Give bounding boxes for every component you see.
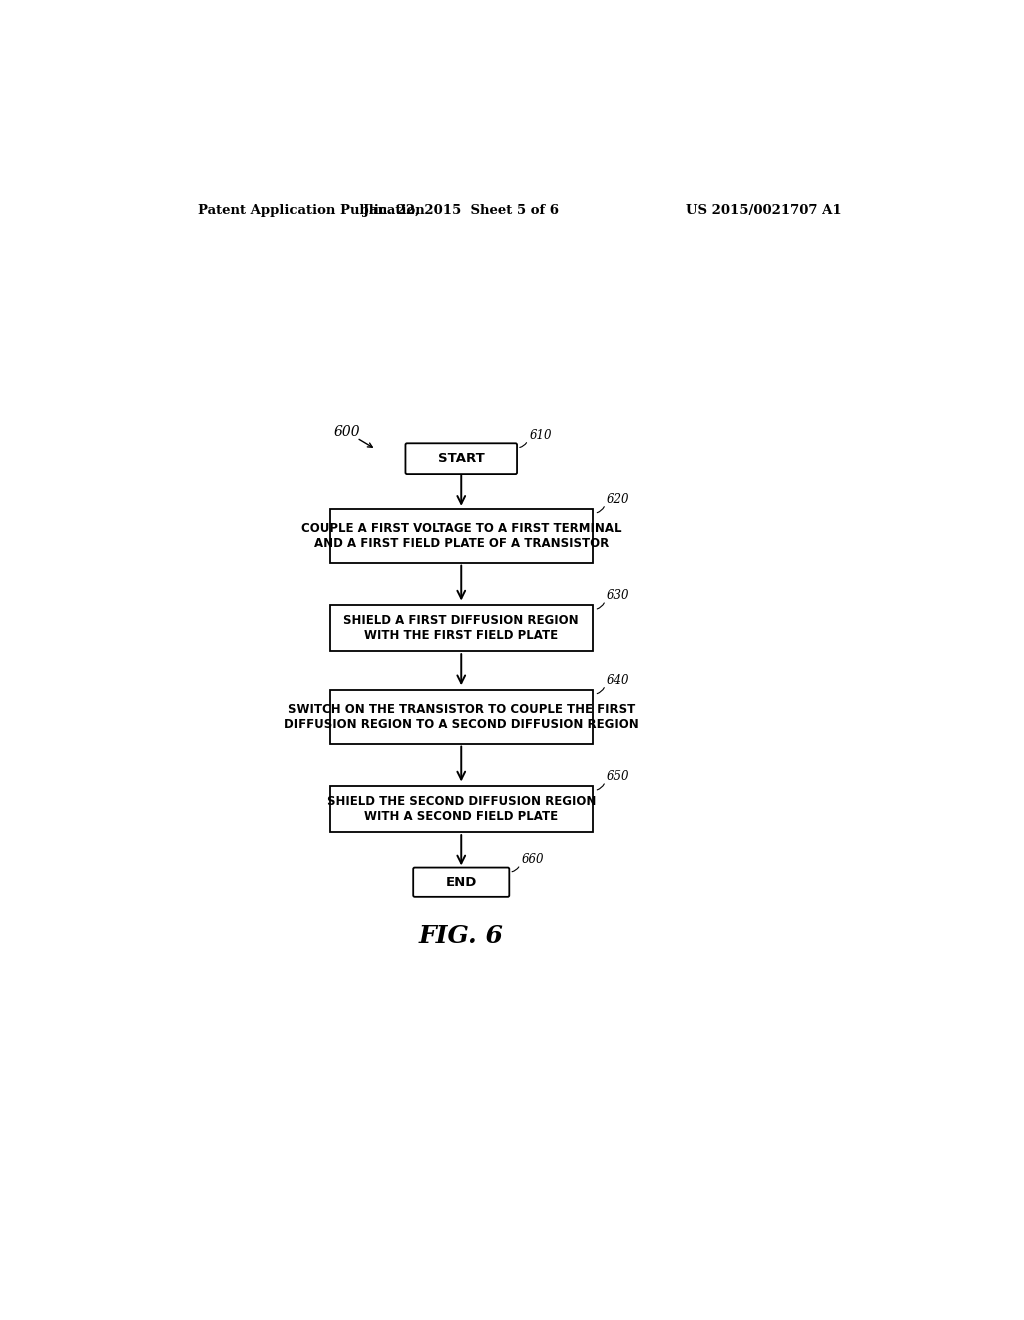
FancyBboxPatch shape [330, 785, 593, 832]
Text: FIG. 6: FIG. 6 [419, 924, 504, 948]
Text: 650: 650 [607, 770, 630, 783]
Text: START: START [438, 453, 484, 465]
Text: END: END [445, 875, 477, 888]
Text: SWITCH ON THE TRANSISTOR TO COUPLE THE FIRST
DIFFUSION REGION TO A SECOND DIFFUS: SWITCH ON THE TRANSISTOR TO COUPLE THE F… [284, 702, 639, 731]
Text: SHIELD A FIRST DIFFUSION REGION
WITH THE FIRST FIELD PLATE: SHIELD A FIRST DIFFUSION REGION WITH THE… [343, 614, 579, 642]
Text: Patent Application Publication: Patent Application Publication [198, 205, 425, 218]
FancyBboxPatch shape [330, 508, 593, 562]
Text: 630: 630 [607, 589, 630, 602]
FancyBboxPatch shape [414, 867, 509, 896]
Text: 620: 620 [607, 492, 630, 506]
FancyBboxPatch shape [330, 605, 593, 651]
Text: 600: 600 [334, 425, 360, 438]
Text: 610: 610 [529, 429, 552, 442]
FancyBboxPatch shape [330, 689, 593, 743]
Text: COUPLE A FIRST VOLTAGE TO A FIRST TERMINAL
AND A FIRST FIELD PLATE OF A TRANSIST: COUPLE A FIRST VOLTAGE TO A FIRST TERMIN… [301, 521, 622, 549]
Text: 640: 640 [607, 673, 630, 686]
Text: 660: 660 [521, 853, 544, 866]
Text: US 2015/0021707 A1: US 2015/0021707 A1 [686, 205, 842, 218]
Text: SHIELD THE SECOND DIFFUSION REGION
WITH A SECOND FIELD PLATE: SHIELD THE SECOND DIFFUSION REGION WITH … [327, 795, 596, 824]
FancyBboxPatch shape [406, 444, 517, 474]
Text: Jan. 22, 2015  Sheet 5 of 6: Jan. 22, 2015 Sheet 5 of 6 [364, 205, 559, 218]
